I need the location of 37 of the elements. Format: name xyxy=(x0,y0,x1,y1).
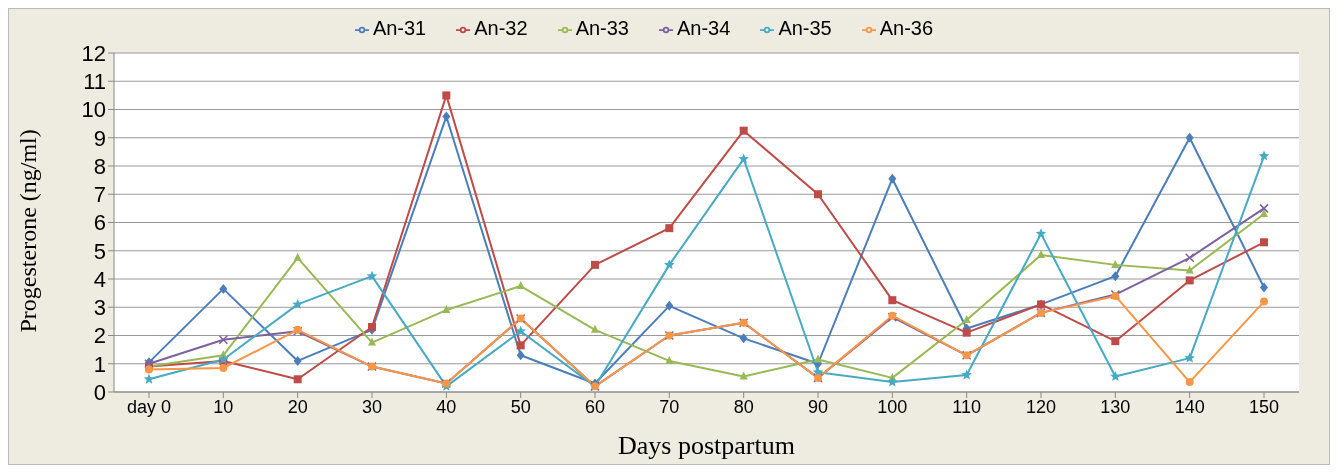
x-axis-title: Days postpartum xyxy=(618,431,795,460)
x-tick-label: 20 xyxy=(287,396,308,417)
legend-label: An-33 xyxy=(575,17,629,39)
x-tick-label: 50 xyxy=(510,396,531,417)
x-tick-label: 120 xyxy=(1025,396,1057,417)
legend-label: An-32 xyxy=(474,17,528,39)
y-tick-label: 2 xyxy=(93,323,106,349)
y-tick-label: 0 xyxy=(93,379,106,405)
x-tick-label: 80 xyxy=(733,396,754,417)
y-tick-label: 5 xyxy=(93,238,106,264)
x-tick-label: 150 xyxy=(1248,396,1280,417)
x-tick-label: 10 xyxy=(213,396,234,417)
y-tick-label: 6 xyxy=(93,210,106,236)
x-tick-label: 70 xyxy=(659,396,680,417)
x-tick-label: day 0 xyxy=(126,396,172,417)
y-tick-label: 11 xyxy=(83,69,106,95)
x-tick-label: 60 xyxy=(584,396,606,417)
legend-label: An-31 xyxy=(372,17,427,39)
x-tick-label: 90 xyxy=(807,396,829,417)
y-tick-label: 8 xyxy=(93,153,106,179)
y-tick-label: 10 xyxy=(81,97,106,123)
x-tick-label: 30 xyxy=(361,396,383,417)
legend-label: An-34 xyxy=(677,17,731,39)
x-tick-label: 130 xyxy=(1100,396,1131,417)
y-tick-label: 12 xyxy=(81,40,106,66)
y-tick-label: 7 xyxy=(93,182,106,208)
y-tick-label: 4 xyxy=(93,266,106,292)
legend-label: An-36 xyxy=(879,17,934,39)
y-tick-label: 9 xyxy=(93,125,106,151)
x-tick-label: 40 xyxy=(436,396,457,417)
y-tick-label: 1 xyxy=(93,351,106,377)
y-axis-title: Progesterone (ng/ml) xyxy=(14,129,41,333)
y-tick-label: 3 xyxy=(93,295,106,321)
x-tick-label: 110 xyxy=(952,396,982,417)
legend-label: An-35 xyxy=(778,17,832,39)
x-tick-label: 140 xyxy=(1174,396,1205,417)
x-tick-label: 100 xyxy=(877,396,908,417)
